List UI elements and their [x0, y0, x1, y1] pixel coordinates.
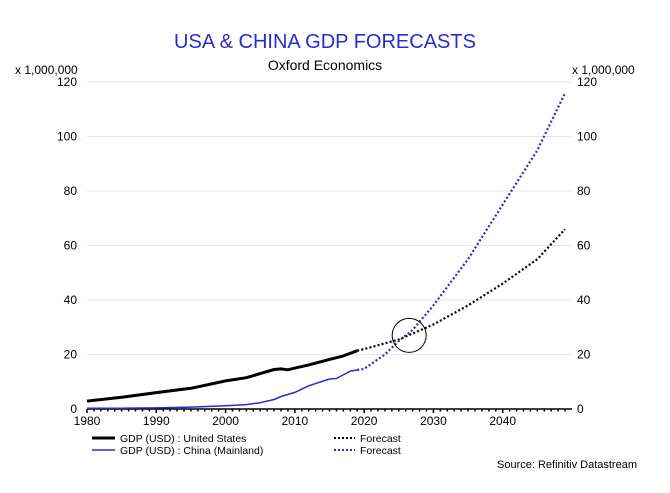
source-note: Source: Refinitiv Datastream: [497, 459, 637, 471]
series-line-2: [87, 369, 358, 409]
x-tick-label: 2020: [351, 414, 378, 428]
y-tick-label-left: 80: [64, 184, 78, 198]
legend: GDP (USD) : United States GDP (USD) : Ch…: [92, 433, 401, 457]
y-tick-label-left: 100: [57, 130, 77, 144]
legend-label-us-forecast: Forecast: [360, 433, 401, 445]
chart-subtitle: Oxford Economics: [268, 57, 382, 73]
x-tick-label: 1980: [74, 414, 101, 428]
y-tick-label-left: 120: [57, 75, 77, 89]
x-tick-label: 2040: [489, 414, 516, 428]
y-tick-label-right: 40: [577, 293, 591, 307]
y-tick-label-right: 60: [577, 239, 591, 253]
y-tick-label-left: 60: [64, 239, 78, 253]
x-tick-label: 2000: [212, 414, 239, 428]
chart-title: USA & CHINA GDP FORECASTS: [174, 31, 476, 53]
x-tick-label: 2010: [282, 414, 309, 428]
series-line-3: [357, 92, 567, 372]
y-tick-label-left: 40: [64, 293, 78, 307]
legend-label-china: GDP (USD) : China (Mainland): [120, 445, 263, 457]
y-tick-label-right: 120: [577, 75, 597, 89]
x-tick-label: 1990: [143, 414, 170, 428]
annotation-circle: [391, 317, 427, 353]
y-tick-label-right: 0: [577, 402, 584, 416]
y-unit-right: x 1,000,000: [572, 63, 635, 77]
legend-label-china-forecast: Forecast: [360, 445, 401, 457]
series-line-0: [86, 349, 358, 403]
series-line-1: [356, 228, 566, 352]
y-tick-label-left: 0: [70, 402, 77, 416]
y-tick-label-right: 20: [577, 348, 591, 362]
legend-label-us: GDP (USD) : United States: [120, 433, 246, 445]
y-tick-label-right: 100: [577, 130, 597, 144]
y-tick-label-left: 20: [64, 348, 78, 362]
x-tick-label: 2030: [420, 414, 447, 428]
y-unit-left: x 1,000,000: [15, 63, 78, 77]
y-tick-label-right: 80: [577, 184, 591, 198]
